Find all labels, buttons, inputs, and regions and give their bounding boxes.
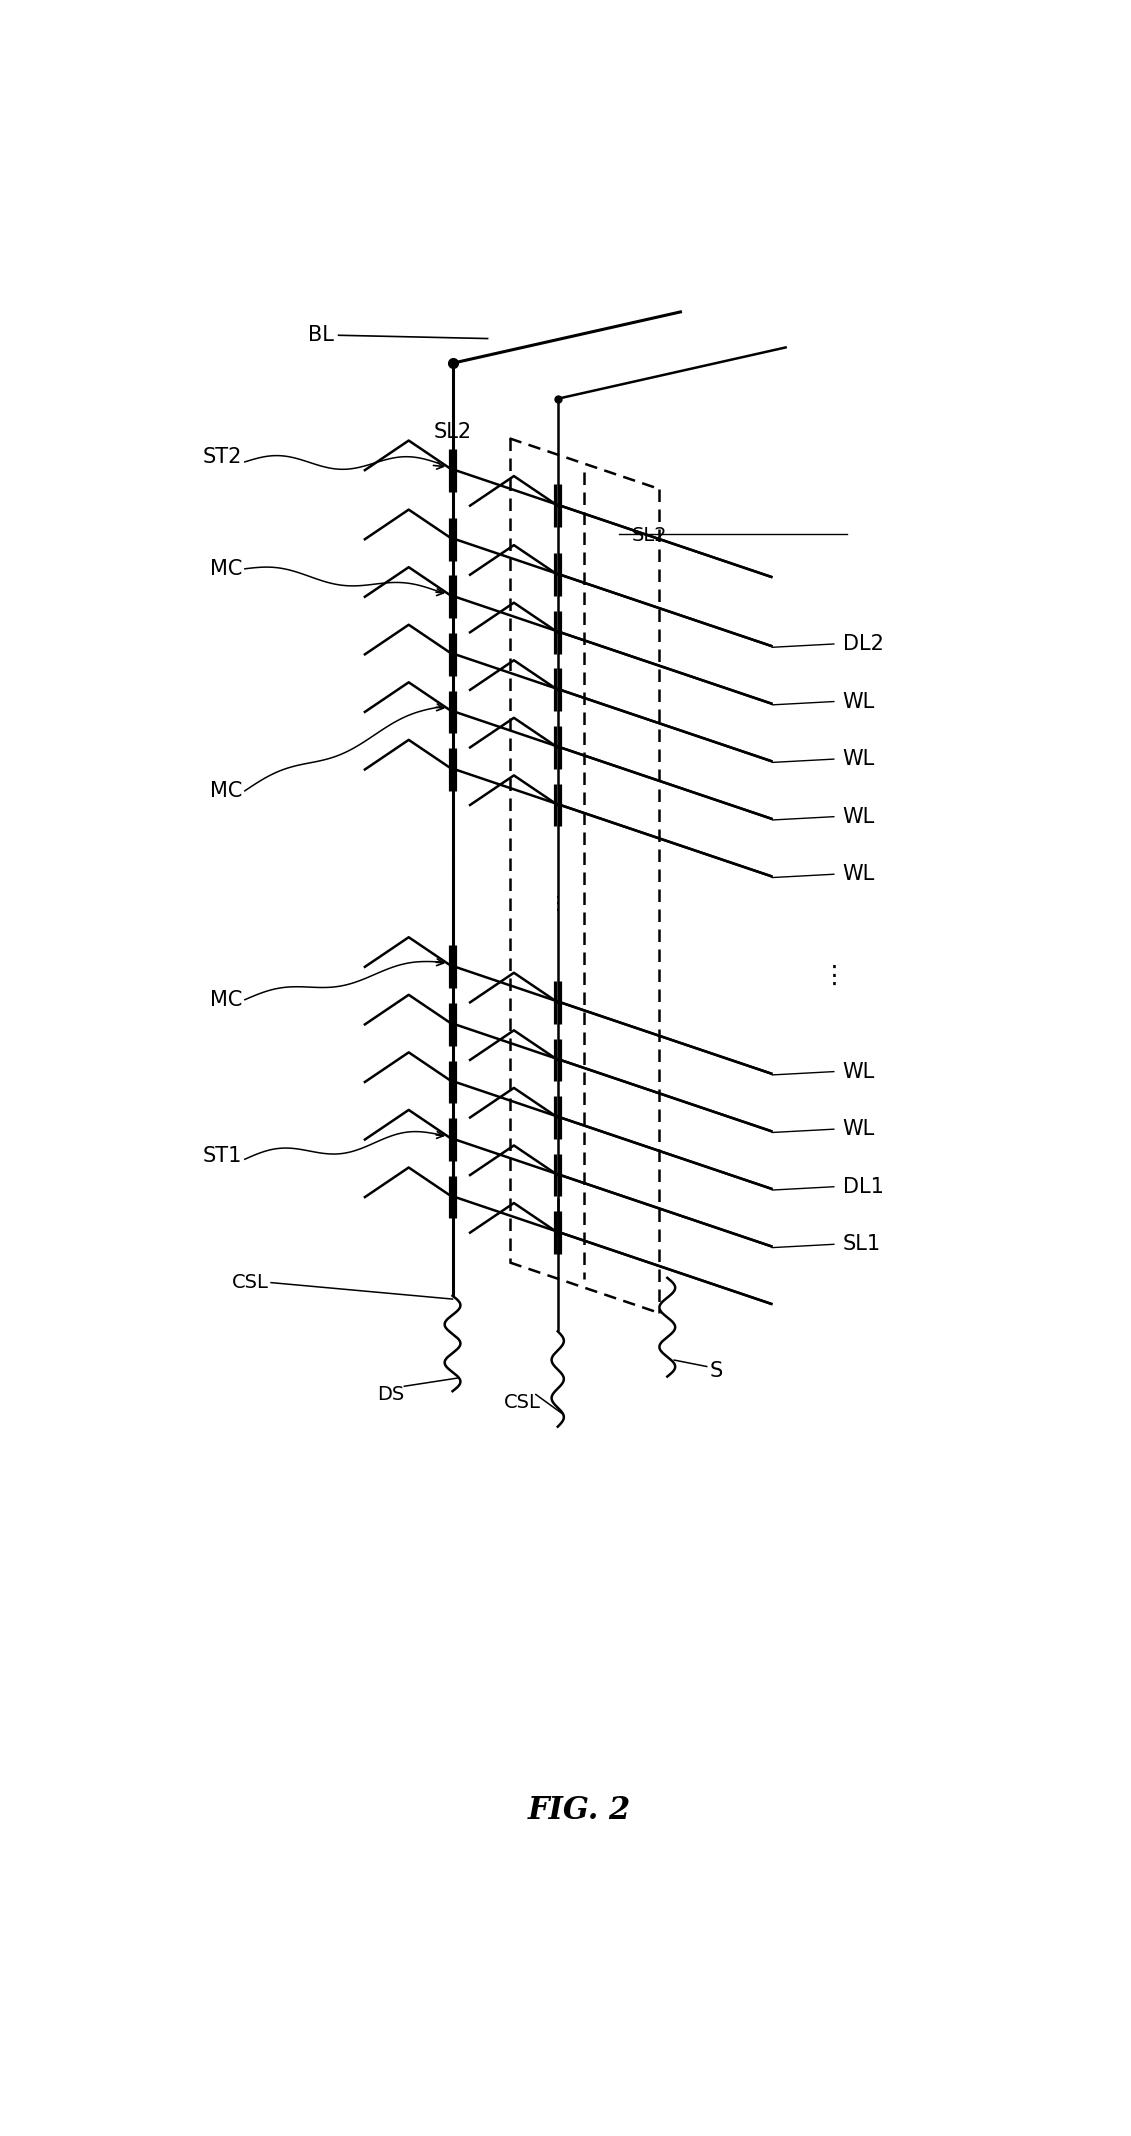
Text: DS: DS xyxy=(378,1384,405,1403)
Text: DL2: DL2 xyxy=(843,634,883,654)
Text: ⋮: ⋮ xyxy=(821,963,846,989)
Text: WL: WL xyxy=(843,807,875,827)
Text: FIG. 2: FIG. 2 xyxy=(528,1794,631,1826)
Text: CSL: CSL xyxy=(504,1393,541,1412)
Text: MC: MC xyxy=(209,989,242,1010)
Text: DL1: DL1 xyxy=(843,1177,883,1196)
Text: CSL: CSL xyxy=(232,1273,268,1292)
Text: ST2: ST2 xyxy=(202,446,242,468)
Text: ⋮: ⋮ xyxy=(441,859,464,878)
Text: WL: WL xyxy=(843,1119,875,1138)
Text: BL: BL xyxy=(309,325,335,346)
Text: SL1: SL1 xyxy=(843,1235,881,1254)
Text: ST1: ST1 xyxy=(202,1147,242,1166)
Text: WL: WL xyxy=(843,1062,875,1081)
Text: WL: WL xyxy=(843,692,875,711)
Text: MC: MC xyxy=(209,560,242,579)
Text: WL: WL xyxy=(843,865,875,884)
Text: WL: WL xyxy=(843,750,875,769)
Text: S: S xyxy=(709,1361,723,1382)
Text: ⋮: ⋮ xyxy=(549,895,567,912)
Text: MC: MC xyxy=(209,782,242,801)
Text: SL2: SL2 xyxy=(433,423,472,442)
Text: SL2: SL2 xyxy=(632,525,667,545)
